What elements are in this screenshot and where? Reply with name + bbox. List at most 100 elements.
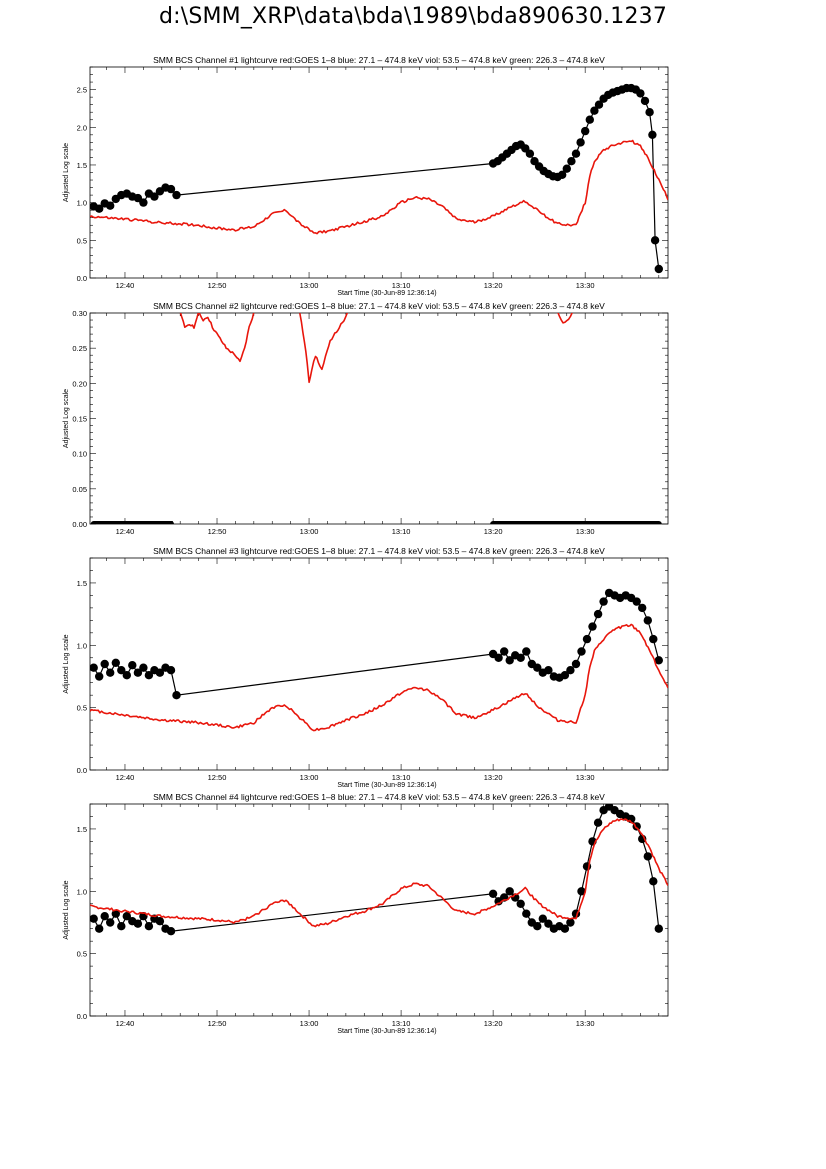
y-tick-label: 1.5: [77, 825, 87, 834]
y-tick-label: 0.5: [77, 236, 87, 245]
y-tick-label: 0.5: [77, 704, 87, 713]
bcs-data-point: [150, 192, 159, 201]
bcs-data-point: [628, 521, 635, 524]
bcs-data-point: [649, 877, 658, 886]
goes-series-line: [557, 313, 573, 324]
bcs-data-point: [567, 157, 576, 166]
bcs-data-point: [172, 691, 181, 700]
y-tick-label: 1.0: [77, 641, 87, 650]
bcs-data-point: [145, 521, 152, 524]
bcs-data-point: [650, 236, 660, 245]
x-tick-label: 13:10: [392, 773, 411, 782]
page-title: d:\SMM_XRP\data\bda\1989\bda890630.1237: [158, 4, 668, 29]
x-tick-label: 13:30: [576, 1019, 595, 1028]
bcs-data-point: [140, 521, 147, 524]
bcs-data-point: [100, 912, 109, 921]
bcs-data-point: [168, 521, 174, 524]
bcs-data-point: [571, 659, 581, 669]
bcs-data-point: [151, 521, 158, 524]
bcs-data-point: [525, 149, 535, 158]
bcs-series-line: [93, 87, 660, 270]
bcs-data-point: [556, 521, 563, 524]
bcs-data-point: [490, 521, 497, 524]
y-tick-label: 1.0: [77, 199, 87, 208]
bcs-data-point: [122, 671, 131, 680]
bcs-data-point: [155, 917, 165, 926]
bcs-data-point: [95, 672, 104, 681]
x-tick-label: 13:20: [484, 281, 503, 290]
bcs-data-point: [566, 666, 575, 675]
bcs-data-point: [534, 521, 541, 524]
chart-title: SMM BCS Channel #2 lightcurve red:GOES 1…: [153, 301, 605, 311]
bcs-data-point: [538, 914, 547, 923]
bcs-data-point: [156, 521, 163, 524]
bcs-data-point: [134, 521, 141, 524]
bcs-data-point: [611, 521, 618, 524]
bcs-data-point: [632, 597, 641, 606]
bcs-data-point: [606, 521, 613, 524]
y-axis-label: Adjusted Log scale: [63, 389, 70, 448]
goes-series-line: [179, 313, 255, 363]
y-tick-label: 0.30: [72, 309, 87, 318]
bcs-data-point: [516, 899, 525, 908]
y-tick-label: 0.10: [72, 450, 87, 459]
bcs-data-point: [640, 96, 650, 106]
bcs-data-point: [505, 887, 514, 896]
plot-frame: [89, 557, 669, 771]
bcs-data-point: [90, 914, 98, 923]
y-tick-label: 0.25: [72, 344, 87, 353]
x-tick-label: 13:20: [484, 527, 503, 536]
chart-title: SMM BCS Channel #3 lightcurve red:GOES 1…: [153, 546, 605, 556]
bcs-data-point: [122, 912, 131, 921]
bcs-data-point: [593, 818, 603, 827]
bcs-data-point: [95, 204, 104, 213]
bcs-data-point: [106, 668, 115, 677]
y-tick-label: 0.20: [72, 379, 87, 388]
bcs-data-point: [545, 521, 552, 524]
bcs-data-point: [117, 922, 126, 931]
y-axis-label: Adjusted Log scale: [63, 880, 70, 939]
bcs-data-point: [649, 634, 658, 644]
bcs-data-point: [107, 521, 114, 524]
bcs-data-point: [162, 521, 169, 524]
y-tick-label: 2.5: [77, 86, 87, 95]
bcs-data-point: [584, 521, 590, 524]
bcs-data-point: [595, 521, 602, 524]
bcs-data-point: [112, 521, 119, 524]
bcs-data-point: [567, 521, 574, 524]
bcs-data-point: [599, 597, 608, 606]
bcs-data-point: [650, 521, 657, 524]
bcs-data-point: [533, 922, 542, 931]
bcs-data-point: [643, 616, 652, 625]
bcs-data-point: [128, 661, 137, 670]
bcs-data-point: [129, 521, 136, 524]
bcs-data-point: [636, 89, 645, 98]
x-tick-label: 13:30: [576, 773, 595, 782]
plot-area: [90, 313, 662, 524]
bcs-data-point: [644, 521, 651, 524]
bcs-data-point: [522, 647, 531, 656]
chart-title: SMM BCS Channel #4 lightcurve red:GOES 1…: [153, 792, 605, 802]
bcs-data-point: [643, 852, 652, 861]
bcs-data-point: [539, 521, 546, 524]
chart-panel-2: SMM BCS Channel #2 lightcurve red:GOES 1…: [63, 301, 669, 536]
bcs-data-point: [562, 164, 571, 173]
bcs-data-point: [528, 521, 535, 524]
bcs-data-point: [139, 663, 148, 672]
bcs-data-point: [633, 521, 640, 524]
bcs-data-point: [600, 521, 607, 524]
bcs-data-point: [639, 521, 646, 524]
bcs-data-point: [560, 924, 570, 933]
y-tick-label: 1.5: [77, 579, 87, 588]
bcs-data-point: [648, 130, 657, 139]
bcs-data-point: [645, 108, 654, 117]
bcs-data-point: [118, 521, 125, 524]
y-tick-label: 1.0: [77, 887, 87, 896]
bcs-data-point: [577, 887, 586, 896]
bcs-data-point: [133, 668, 143, 677]
x-tick-label: 12:50: [208, 281, 227, 290]
bcs-data-point: [166, 927, 176, 936]
bcs-data-point: [506, 521, 513, 524]
bcs-data-point: [166, 184, 176, 194]
